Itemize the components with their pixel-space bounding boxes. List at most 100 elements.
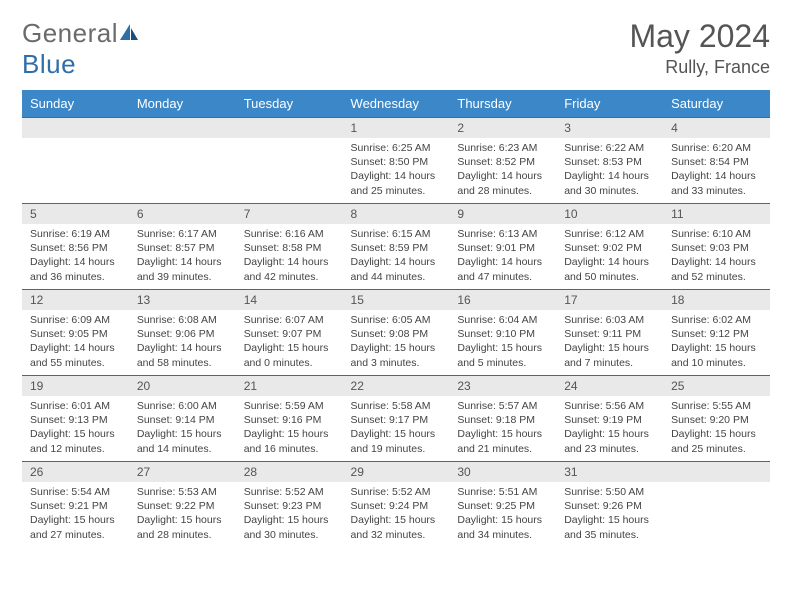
sunset-text: Sunset: 9:22 PM [137, 499, 228, 513]
day-cell: 9Sunrise: 6:13 AMSunset: 9:01 PMDaylight… [449, 204, 556, 290]
day-content: Sunrise: 5:59 AMSunset: 9:16 PMDaylight:… [236, 396, 343, 459]
day-cell: 13 Sunrise: 6:08 AMSunset: 9:06 PMDayligh… [129, 290, 236, 376]
daylight-text: Daylight: 14 hours and 36 minutes. [30, 255, 121, 283]
day-content: Sunrise: 6:07 AMSunset: 9:07 PMDaylight:… [236, 310, 343, 373]
sunset-text: Sunset: 9:01 PM [457, 241, 548, 255]
day-cell: 17Sunrise: 6:03 AMSunset: 9:11 PMDayligh… [556, 290, 663, 376]
daylight-text: Daylight: 14 hours and 50 minutes. [564, 255, 655, 283]
sunrise-text: Sunrise: 6:20 AM [671, 141, 762, 155]
day-content: Sunrise: 6:04 AMSunset: 9:10 PMDaylight:… [449, 310, 556, 373]
sunrise-text: Sunrise: 6:22 AM [564, 141, 655, 155]
dayheader-row: SundayMondayTuesdayWednesdayThursdayFrid… [22, 90, 770, 118]
day-content: Sunrise: 6:16 AMSunset: 8:58 PMDaylight:… [236, 224, 343, 287]
day-number [236, 118, 343, 138]
day-cell [22, 118, 129, 204]
day-cell: 1Sunrise: 6:25 AMSunset: 8:50 PMDaylight… [343, 118, 450, 204]
sunrise-text: Sunrise: 6:07 AM [244, 313, 335, 327]
sunrise-text: Sunrise: 6:01 AM [30, 399, 121, 413]
day-content: Sunrise: 6:22 AMSunset: 8:53 PMDaylight:… [556, 138, 663, 201]
daylight-text: Daylight: 14 hours and 44 minutes. [351, 255, 442, 283]
day-content: Sunrise: 6:23 AMSunset: 8:52 PMDaylight:… [449, 138, 556, 201]
daylight-text: Daylight: 15 hours and 0 minutes. [244, 341, 335, 369]
daylight-text: Daylight: 14 hours and 58 minutes. [137, 341, 228, 369]
daylight-text: Daylight: 14 hours and 47 minutes. [457, 255, 548, 283]
day-cell: 29Sunrise: 5:52 AMSunset: 9:24 PMDayligh… [343, 462, 450, 548]
daylight-text: Daylight: 15 hours and 21 minutes. [457, 427, 548, 455]
day-cell: 26Sunrise: 5:54 AMSunset: 9:21 PMDayligh… [22, 462, 129, 548]
sunrise-text: Sunrise: 5:56 AM [564, 399, 655, 413]
location: Rully, France [629, 57, 770, 78]
sail-icon [118, 18, 140, 49]
daylight-text: Daylight: 15 hours and 34 minutes. [457, 513, 548, 541]
title-block: May 2024 Rully, France [629, 18, 770, 78]
day-number: 13 [129, 290, 236, 310]
day-number: 6 [129, 204, 236, 224]
sunrise-text: Sunrise: 6:08 AM [137, 313, 228, 327]
day-content: Sunrise: 5:52 AMSunset: 9:24 PMDaylight:… [343, 482, 450, 545]
sunrise-text: Sunrise: 6:04 AM [457, 313, 548, 327]
daylight-text: Daylight: 14 hours and 30 minutes. [564, 169, 655, 197]
day-number: 17 [556, 290, 663, 310]
sunset-text: Sunset: 9:16 PM [244, 413, 335, 427]
sunset-text: Sunset: 9:21 PM [30, 499, 121, 513]
day-content: Sunrise: 6:10 AMSunset: 9:03 PMDaylight:… [663, 224, 770, 287]
sunrise-text: Sunrise: 6:12 AM [564, 227, 655, 241]
sunset-text: Sunset: 9:14 PM [137, 413, 228, 427]
day-cell: 19Sunrise: 6:01 AMSunset: 9:13 PMDayligh… [22, 376, 129, 462]
day-content: Sunrise: 6:20 AMSunset: 8:54 PMDaylight:… [663, 138, 770, 201]
sunrise-text: Sunrise: 5:51 AM [457, 485, 548, 499]
daylight-text: Daylight: 15 hours and 30 minutes. [244, 513, 335, 541]
dayheader-friday: Friday [556, 90, 663, 118]
daylight-text: Daylight: 14 hours and 28 minutes. [457, 169, 548, 197]
day-content: Sunrise: 5:53 AMSunset: 9:22 PMDaylight:… [129, 482, 236, 545]
day-number: 3 [556, 118, 663, 138]
day-cell: 11Sunrise: 6:10 AMSunset: 9:03 PMDayligh… [663, 204, 770, 290]
daylight-text: Daylight: 15 hours and 16 minutes. [244, 427, 335, 455]
sunset-text: Sunset: 8:53 PM [564, 155, 655, 169]
day-cell: 22Sunrise: 5:58 AMSunset: 9:17 PMDayligh… [343, 376, 450, 462]
day-number: 28 [236, 462, 343, 482]
day-content: Sunrise: 6:15 AMSunset: 8:59 PMDaylight:… [343, 224, 450, 287]
logo-text-general: General [22, 18, 118, 48]
day-number: 14 [236, 290, 343, 310]
day-cell: 30Sunrise: 5:51 AMSunset: 9:25 PMDayligh… [449, 462, 556, 548]
daylight-text: Daylight: 14 hours and 42 minutes. [244, 255, 335, 283]
sunset-text: Sunset: 9:06 PM [137, 327, 228, 341]
day-number: 1 [343, 118, 450, 138]
sunset-text: Sunset: 8:56 PM [30, 241, 121, 255]
day-content: Sunrise: 5:55 AMSunset: 9:20 PMDaylight:… [663, 396, 770, 459]
sunset-text: Sunset: 9:08 PM [351, 327, 442, 341]
day-cell: 18Sunrise: 6:02 AMSunset: 9:12 PMDayligh… [663, 290, 770, 376]
sunset-text: Sunset: 9:26 PM [564, 499, 655, 513]
dayheader-tuesday: Tuesday [236, 90, 343, 118]
day-cell: 16Sunrise: 6:04 AMSunset: 9:10 PMDayligh… [449, 290, 556, 376]
daylight-text: Daylight: 15 hours and 28 minutes. [137, 513, 228, 541]
daylight-text: Daylight: 14 hours and 55 minutes. [30, 341, 121, 369]
day-cell [129, 118, 236, 204]
day-number: 24 [556, 376, 663, 396]
day-number: 19 [22, 376, 129, 396]
sunset-text: Sunset: 8:57 PM [137, 241, 228, 255]
sunrise-text: Sunrise: 6:10 AM [671, 227, 762, 241]
day-content: Sunrise: 5:50 AMSunset: 9:26 PMDaylight:… [556, 482, 663, 545]
sunrise-text: Sunrise: 5:52 AM [244, 485, 335, 499]
day-number: 4 [663, 118, 770, 138]
week-row: 26Sunrise: 5:54 AMSunset: 9:21 PMDayligh… [22, 462, 770, 548]
sunrise-text: Sunrise: 5:55 AM [671, 399, 762, 413]
day-content: Sunrise: 6:02 AMSunset: 9:12 PMDaylight:… [663, 310, 770, 373]
day-content: Sunrise: 5:51 AMSunset: 9:25 PMDaylight:… [449, 482, 556, 545]
daylight-text: Daylight: 15 hours and 3 minutes. [351, 341, 442, 369]
day-cell: 5Sunrise: 6:19 AMSunset: 8:56 PMDaylight… [22, 204, 129, 290]
sunset-text: Sunset: 8:54 PM [671, 155, 762, 169]
daylight-text: Daylight: 15 hours and 35 minutes. [564, 513, 655, 541]
day-number: 2 [449, 118, 556, 138]
day-number: 11 [663, 204, 770, 224]
sunrise-text: Sunrise: 6:00 AM [137, 399, 228, 413]
sunset-text: Sunset: 8:50 PM [351, 155, 442, 169]
day-number [663, 462, 770, 482]
daylight-text: Daylight: 14 hours and 25 minutes. [351, 169, 442, 197]
day-number: 20 [129, 376, 236, 396]
day-content: Sunrise: 5:58 AMSunset: 9:17 PMDaylight:… [343, 396, 450, 459]
sunrise-text: Sunrise: 6:13 AM [457, 227, 548, 241]
day-content: Sunrise: 6:05 AMSunset: 9:08 PMDaylight:… [343, 310, 450, 373]
